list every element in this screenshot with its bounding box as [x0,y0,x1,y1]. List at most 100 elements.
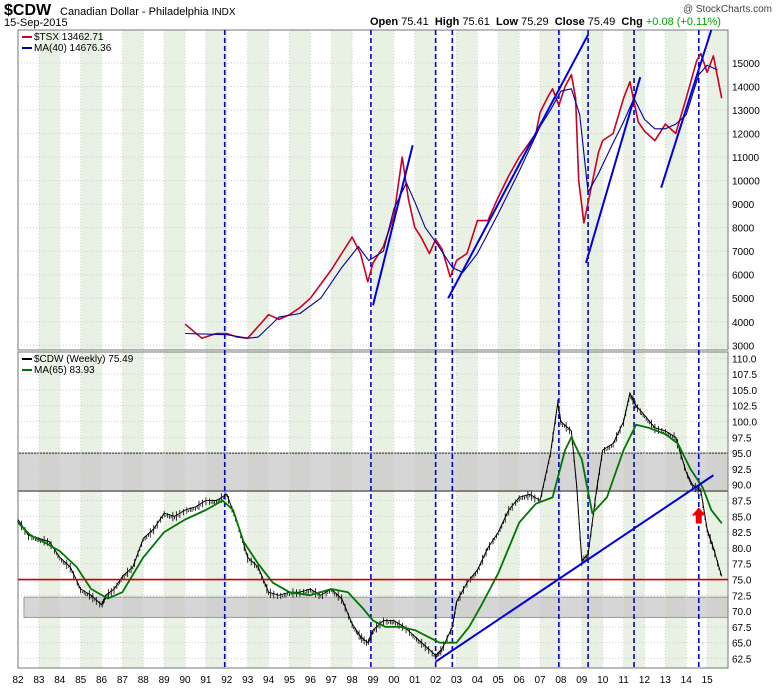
support-zone [23,596,729,618]
top-ytick-label: 13000 [732,106,760,117]
xtick-label: 08 [555,675,567,686]
high-label: High [434,16,460,28]
xtick-label: 05 [493,675,505,686]
top-ytick-label: 15000 [732,59,760,70]
bottom-ytick-label: 80.0 [732,544,752,555]
tsx-trendline [447,34,589,299]
year-band [665,352,687,668]
xtick-label: 06 [514,675,526,686]
year-band [164,352,186,668]
xtick-label: 96 [305,675,317,686]
bottom-legend-entry: $CDW (Weekly) 75.49 [34,354,134,365]
bottom-ytick-label: 110.0 [732,354,757,365]
year-band [38,30,60,350]
top-ytick-label: 14000 [732,82,760,93]
xtick-label: 83 [33,675,45,686]
xtick-label: 87 [117,675,129,686]
top-ytick-label: 8000 [732,224,755,235]
bottom-ytick-label: 105.0 [732,386,757,397]
top-ytick-label: 11000 [732,153,760,164]
low-value: 75.29 [521,16,549,28]
close-label: Close [554,16,585,28]
xtick-label: 01 [409,675,421,686]
xtick-label: 00 [388,675,400,686]
bottom-ytick-label: 90.0 [732,481,752,492]
tsx-trendline [660,29,713,188]
bottom-ytick-label: 72.5 [732,591,752,602]
year-band [38,352,60,668]
xtick-label: 94 [263,675,275,686]
year-band [414,352,436,668]
year-band [289,352,311,668]
bottom-ytick-label: 62.5 [732,655,752,666]
xtick-label: 82 [12,675,24,686]
tsx-ma40-line [185,64,718,339]
xtick-label: 90 [179,675,191,686]
bottom-ytick-label: 75.0 [732,576,752,587]
xtick-label: 03 [451,675,463,686]
xtick-label: 13 [660,675,672,686]
xtick-label: 85 [75,675,87,686]
year-band [122,30,144,350]
xtick-label: 09 [576,675,588,686]
xtick-label: 84 [54,675,66,686]
chart-date: 15-Sep-2015 [4,17,68,29]
bottom-ytick-label: 97.5 [732,433,752,444]
open-label: Open [370,16,399,28]
xtick-label: 93 [242,675,254,686]
xtick-label: 02 [430,675,442,686]
bottom-ytick-label: 87.5 [732,497,752,508]
bottom-ytick-label: 85.0 [732,512,752,523]
year-band [373,30,394,350]
xtick-label: 15 [702,675,714,686]
chart-symbol: $CDW [4,2,52,19]
xtick-label: 12 [639,675,651,686]
ohlc-readout: Open 75.41 High 75.61 Low 75.29 Close 75… [370,16,721,28]
year-band [581,30,603,350]
close-value: 75.49 [587,16,616,28]
xtick-label: 04 [472,675,484,686]
year-band [80,352,102,668]
cdw-trendline [435,474,714,663]
tsx-trendline [585,76,642,264]
year-band [540,352,561,668]
bottom-ytick-label: 70.0 [732,607,752,618]
year-band [414,30,436,350]
open-value: 75.41 [401,16,429,28]
top-panel-frame [17,29,729,351]
bottom-ytick-label: 92.5 [732,465,752,476]
xtick-label: 07 [534,675,546,686]
xtick-label: 14 [681,675,693,686]
year-band [247,30,269,350]
bottom-ytick-label: 102.5 [732,402,757,413]
xtick-label: 95 [284,675,296,686]
top-ytick-label: 3000 [732,341,755,352]
xtick-label: 89 [159,675,171,686]
xtick-label: 92 [221,675,233,686]
xtick-label: 98 [347,675,359,686]
xtick-label: 88 [138,675,150,686]
bottom-ytick-label: 77.5 [732,560,752,571]
bottom-ytick-label: 67.5 [732,623,752,634]
top-ytick-label: 9000 [732,200,755,211]
top-legend-entry: MA(40) 14676.36 [34,43,112,54]
xtick-label: 97 [326,675,338,686]
bottom-ytick-label: 82.5 [732,528,752,539]
xtick-label: 86 [96,675,108,686]
top-ytick-label: 7000 [732,247,755,258]
year-band [707,352,728,668]
symbol-exchange: INDX [211,7,236,18]
bottom-legend-entry: MA(65) 83.93 [34,365,95,376]
bottom-ytick-label: 107.5 [732,370,757,381]
year-band [331,352,353,668]
year-band [331,30,353,350]
top-ytick-label: 6000 [732,271,755,282]
bottom-ytick-label: 100.0 [732,418,757,429]
year-band [205,30,227,350]
year-band [540,30,561,350]
year-band [665,30,687,350]
symbol-name: Canadian Dollar - Philadelphia [60,6,209,18]
chart-symbol-name: Canadian Dollar - Philadelphia INDX [60,6,236,18]
xtick-label: 11 [618,675,629,686]
